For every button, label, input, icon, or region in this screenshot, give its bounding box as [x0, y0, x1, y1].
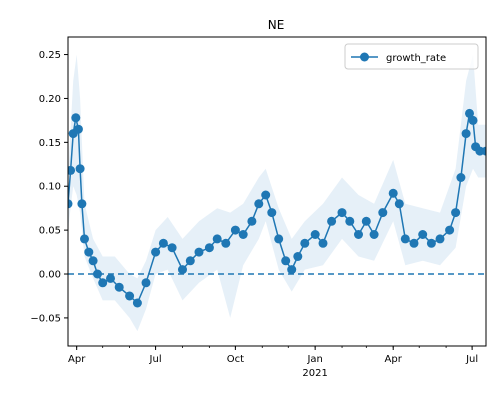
data-point-23	[204, 243, 214, 253]
y-tick-label-0: −0.05	[30, 313, 61, 324]
data-point-43	[361, 216, 371, 226]
y-tick-label-5: 0.20	[39, 94, 61, 105]
data-point-40	[337, 208, 347, 218]
data-point-1	[68, 165, 76, 175]
data-point-46	[388, 188, 398, 198]
data-point-55	[456, 173, 466, 182]
data-point-44	[369, 230, 379, 239]
data-point-19	[167, 243, 177, 253]
data-point-7	[80, 234, 89, 244]
data-point-6	[77, 199, 87, 209]
data-point-35	[293, 252, 303, 261]
y-tick-label-2: 0.05	[39, 226, 61, 237]
data-point-33	[281, 256, 291, 266]
data-point-42	[354, 230, 363, 239]
confidence-band	[68, 54, 486, 332]
data-point-58	[468, 115, 478, 125]
data-point-29	[254, 199, 264, 209]
data-point-16	[141, 278, 151, 288]
confidence-band-area	[68, 54, 486, 332]
legend-label-growth-rate: growth_rate	[386, 53, 446, 64]
data-point-11	[98, 278, 108, 288]
data-point-0	[68, 199, 73, 209]
data-point-3	[71, 113, 81, 123]
y-tick-label-4: 0.15	[39, 138, 61, 149]
data-point-53	[445, 225, 455, 235]
legend: growth_rate	[344, 43, 479, 70]
plot-frame	[67, 36, 487, 347]
data-point-13	[114, 282, 124, 292]
chart-title: NE	[268, 18, 285, 32]
data-point-49	[409, 238, 419, 248]
legend-box	[344, 43, 479, 70]
data-point-10	[93, 269, 102, 279]
data-point-5	[75, 164, 85, 174]
x-tick-label-3: Jan	[306, 354, 322, 365]
data-point-36	[300, 238, 310, 248]
data-point-56	[461, 129, 471, 139]
data-point-54	[451, 208, 461, 218]
data-point-31	[267, 208, 277, 218]
data-point-24	[212, 234, 222, 244]
data-point-18	[158, 238, 168, 248]
data-point-61	[481, 146, 486, 156]
data-point-32	[274, 234, 284, 244]
data-point-14	[125, 291, 135, 301]
data-point-26	[230, 225, 240, 235]
data-point-8	[84, 247, 94, 257]
data-point-4	[73, 124, 83, 134]
data-point-20	[178, 265, 187, 275]
data-point-9	[88, 256, 98, 266]
data-point-25	[221, 238, 231, 248]
data-point-41	[345, 216, 355, 226]
data-point-22	[194, 247, 204, 257]
x-tick-label-5: Jul	[465, 354, 478, 365]
x-tick-label-0: Apr	[68, 354, 86, 365]
data-point-34	[287, 265, 297, 275]
y-tick-label-1: 0.00	[39, 270, 61, 281]
data-point-51	[426, 238, 436, 248]
x-tick-label-2: Oct	[227, 354, 244, 365]
x-year-label: 2021	[302, 368, 327, 379]
data-point-21	[185, 256, 195, 266]
x-tick-label-1: Jul	[149, 354, 162, 365]
data-point-57	[465, 108, 474, 118]
data-point-45	[378, 208, 388, 218]
data-point-52	[435, 234, 445, 244]
data-point-48	[400, 234, 410, 244]
y-tick-label-6: 0.25	[39, 50, 61, 61]
data-point-37	[310, 230, 320, 239]
data-point-15	[132, 298, 142, 308]
data-point-47	[394, 199, 404, 209]
data-point-12	[106, 273, 115, 283]
data-point-39	[327, 216, 337, 226]
x-tick-label-4: Apr	[385, 354, 403, 365]
axes: −0.05 0.00 0.05 0.10 0.15 0.20 0.25 Apr Jul Oct Ja…	[30, 50, 478, 379]
series-growth-rate	[68, 108, 486, 308]
data-point-38	[318, 238, 328, 248]
y-tick-label-3: 0.10	[39, 182, 61, 193]
data-point-17	[151, 247, 161, 257]
legend-marker-swatch	[360, 52, 369, 62]
data-point-27	[238, 230, 248, 239]
data-point-30	[261, 190, 271, 200]
data-point-28	[247, 216, 257, 226]
data-point-50	[418, 230, 428, 239]
